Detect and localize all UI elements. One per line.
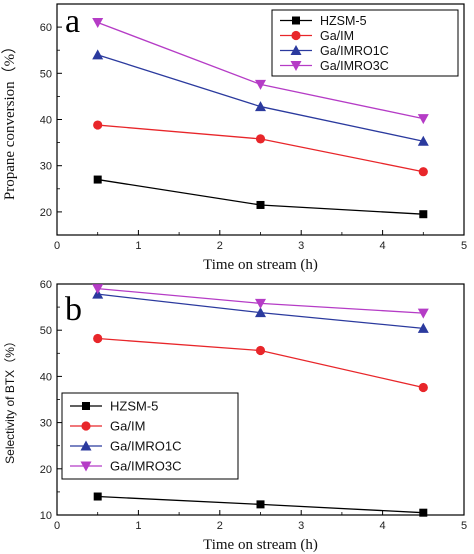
series-ga-im xyxy=(93,120,428,177)
x-tick-label: 0 xyxy=(54,240,60,252)
chart-panel-a: 0 1 2 3 4 5 20 30 40 50 60 Time on stream (h) Propan… xyxy=(1,3,467,273)
series-ga-imro1c xyxy=(92,49,429,146)
series-ga-imro3c xyxy=(92,284,429,319)
chart-panel-b: 0 1 2 3 4 5 10 20 30 40 50 60 Time on stream (h) Sele… xyxy=(3,279,467,553)
y-tick-label: 20 xyxy=(40,207,52,219)
x-tick-label: 4 xyxy=(380,520,386,532)
legend-entry: HZSM-5 xyxy=(70,399,158,414)
y-tick-label: 50 xyxy=(40,68,52,80)
x-tick-label: 2 xyxy=(217,520,223,532)
y-tick-label: 40 xyxy=(40,371,52,383)
legend-label: Ga/IMRO1C xyxy=(110,439,182,454)
data-point xyxy=(418,382,428,393)
series-line xyxy=(97,337,424,389)
x-tick-label: 5 xyxy=(461,240,467,252)
data-point xyxy=(256,200,265,209)
data-point xyxy=(256,500,265,509)
data-point xyxy=(417,308,429,319)
y-axis-label: Selectivity of BTX（%） xyxy=(3,335,17,464)
x-tick-label: 1 xyxy=(135,520,141,532)
series-line xyxy=(97,178,424,215)
x-tick-label: 5 xyxy=(461,520,467,532)
legend-entry: Ga/IMRO1C xyxy=(280,44,389,58)
legend-entry: HZSM-5 xyxy=(280,14,367,28)
series-ga-im xyxy=(93,333,428,393)
series-ga-imro3c xyxy=(92,17,429,125)
data-point xyxy=(255,307,266,318)
data-point xyxy=(419,508,428,517)
legend-entry: Ga/IMRO3C xyxy=(70,459,182,474)
legend-marker xyxy=(80,440,92,451)
y-tick-label: 10 xyxy=(40,510,52,522)
legend-entry: Ga/IMRO1C xyxy=(70,439,182,454)
legend: HZSM-5 Ga/IM Ga/IMRO1C Ga/IMRO3C xyxy=(61,392,239,480)
legend-label: HZSM-5 xyxy=(110,399,158,414)
y-tick-label: 30 xyxy=(40,161,52,173)
legend-marker xyxy=(291,30,301,41)
x-tick-label: 2 xyxy=(217,240,223,252)
data-point xyxy=(93,175,102,184)
legend-marker xyxy=(290,45,302,55)
series-hzsm-5 xyxy=(93,175,428,219)
legend-label: Ga/IM xyxy=(320,29,354,43)
legend-box xyxy=(61,392,239,480)
legend-marker xyxy=(290,61,302,71)
y-tick-label: 50 xyxy=(40,325,52,337)
data-point xyxy=(417,135,429,146)
data-point xyxy=(255,298,266,309)
legend-entry: Ga/IMRO3C xyxy=(280,59,389,73)
data-point xyxy=(92,284,104,295)
data-point xyxy=(419,210,428,219)
data-point xyxy=(255,134,266,144)
legend-entry: Ga/IM xyxy=(280,29,354,43)
legend-marker xyxy=(81,421,91,431)
legend-entry: Ga/IM xyxy=(70,419,145,434)
legend-label: Ga/IMRO1C xyxy=(320,44,389,58)
x-tick-label: 1 xyxy=(135,240,141,252)
x-tick-label: 0 xyxy=(54,520,60,532)
data-point xyxy=(417,114,429,125)
y-tick-label: 60 xyxy=(40,22,52,34)
panel-label: a xyxy=(65,3,80,40)
x-tick-label: 3 xyxy=(298,520,304,532)
data-point xyxy=(93,120,103,130)
legend-label: Ga/IMRO3C xyxy=(110,459,182,474)
y-tick-label: 30 xyxy=(40,418,52,430)
data-point xyxy=(93,333,103,344)
data-point xyxy=(255,101,266,112)
x-axis-label: Time on stream (h) xyxy=(203,257,318,273)
series-line xyxy=(97,124,424,173)
legend-marker xyxy=(82,402,90,410)
x-tick-label: 4 xyxy=(380,240,386,252)
data-point xyxy=(92,17,104,28)
legend-marker xyxy=(80,461,92,472)
data-point xyxy=(417,322,429,333)
y-tick-label: 40 xyxy=(40,115,52,127)
x-tick-label: 3 xyxy=(298,240,304,252)
x-axis-label: Time on stream (h) xyxy=(203,537,318,553)
data-point xyxy=(255,345,266,356)
y-tick-label: 60 xyxy=(40,279,52,291)
panel-label: b xyxy=(65,291,82,328)
series-hzsm-5 xyxy=(93,492,428,517)
legend-label: HZSM-5 xyxy=(320,14,367,28)
y-axis-label: Propane conversion（%） xyxy=(1,39,18,200)
legend-label: Ga/IM xyxy=(110,419,145,434)
data-point xyxy=(255,79,266,90)
data-point xyxy=(418,167,428,177)
legend-label: Ga/IMRO3C xyxy=(320,59,389,73)
data-point xyxy=(93,492,102,501)
legend-marker xyxy=(292,16,300,25)
data-point xyxy=(92,49,104,60)
y-tick-label: 20 xyxy=(40,464,52,476)
